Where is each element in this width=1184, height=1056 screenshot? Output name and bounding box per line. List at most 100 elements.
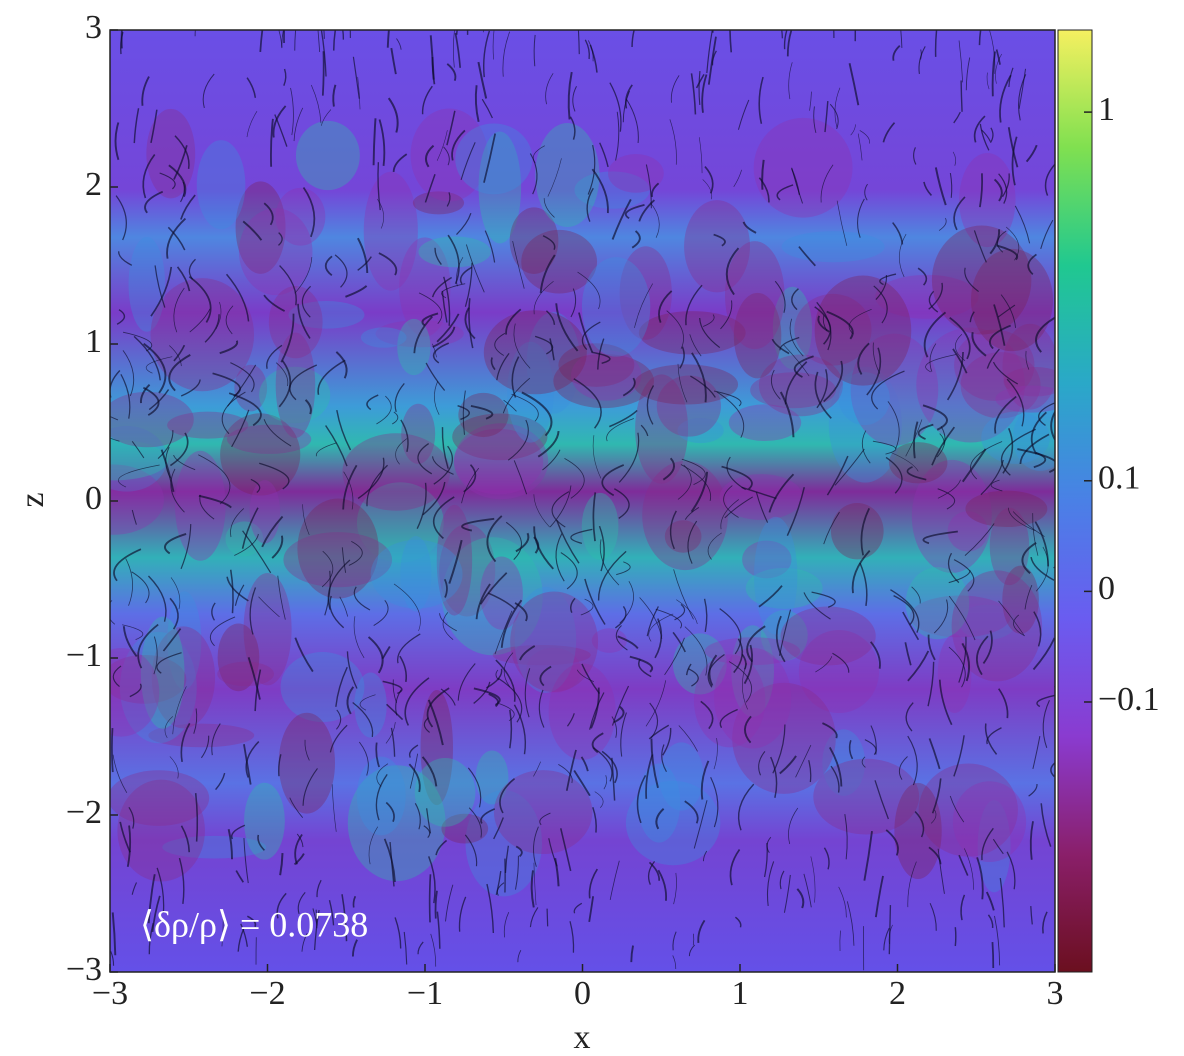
field-streak xyxy=(474,85,480,123)
field-streak xyxy=(445,884,454,922)
field-streak xyxy=(569,116,576,140)
field-blob xyxy=(745,567,823,609)
field-streak xyxy=(457,663,476,701)
field-streak xyxy=(986,72,990,90)
field-blob xyxy=(888,442,948,484)
field-streak xyxy=(698,137,703,174)
field-streak xyxy=(372,118,377,166)
field-streak xyxy=(293,107,304,142)
field-streak xyxy=(168,354,191,392)
field-streak xyxy=(741,653,747,670)
field-streak xyxy=(234,584,245,606)
field-streak xyxy=(645,164,652,209)
field-streak xyxy=(816,369,828,409)
field-streak xyxy=(290,87,294,136)
field-streak xyxy=(332,30,337,51)
field-streak xyxy=(979,123,990,151)
field-streak xyxy=(783,344,810,377)
field-streak xyxy=(928,738,941,770)
field-streak xyxy=(502,377,531,414)
field-streak xyxy=(515,855,519,890)
field-streak xyxy=(225,273,250,322)
field-streak xyxy=(611,198,632,240)
field-streak xyxy=(922,530,958,545)
field-streak xyxy=(664,637,685,676)
field-streak xyxy=(247,657,261,700)
field-streak xyxy=(936,426,946,458)
field-streak xyxy=(194,793,199,842)
field-streak xyxy=(455,30,458,35)
field-streak xyxy=(515,845,523,858)
field-streak xyxy=(870,641,881,669)
field-streak xyxy=(120,374,131,419)
field-streak xyxy=(885,456,903,494)
field-streak xyxy=(861,756,866,768)
field-streak xyxy=(662,457,676,481)
field-streak xyxy=(590,687,600,729)
field-streak xyxy=(939,433,945,445)
field-blob xyxy=(781,231,885,263)
field-streak xyxy=(551,491,570,528)
field-streak xyxy=(320,109,332,126)
field-streak xyxy=(1032,513,1039,556)
field-streak xyxy=(513,323,531,369)
field-streak xyxy=(151,895,161,933)
field-streak xyxy=(200,735,210,759)
field-streak xyxy=(394,917,402,949)
field-streak xyxy=(710,776,719,828)
field-streak xyxy=(775,615,786,663)
field-streak xyxy=(180,722,191,763)
field-streak xyxy=(570,288,577,318)
field-streak xyxy=(397,633,421,664)
field-streak xyxy=(111,728,114,773)
field-streak xyxy=(494,332,506,356)
field-streak xyxy=(655,608,682,629)
field-streak xyxy=(446,110,456,146)
field-streak xyxy=(645,680,667,727)
field-streak xyxy=(461,517,495,532)
field-blob xyxy=(830,502,884,560)
field-streak xyxy=(494,610,513,655)
field-blob xyxy=(399,237,451,337)
field-blob xyxy=(275,332,316,439)
field-streak xyxy=(567,71,573,120)
field-streak xyxy=(492,30,495,60)
field-streak xyxy=(487,592,516,610)
field-streak xyxy=(606,418,634,442)
field-streak xyxy=(495,659,516,702)
field-streak xyxy=(173,454,196,471)
field-streak xyxy=(150,266,173,317)
field-streak xyxy=(394,383,405,413)
field-streak xyxy=(378,252,398,276)
field-streak xyxy=(826,310,854,340)
field-blob xyxy=(167,591,202,690)
field-streak xyxy=(661,744,667,773)
field-streak xyxy=(391,411,399,425)
field-streak xyxy=(227,828,233,860)
field-streak xyxy=(758,177,770,203)
field-streak xyxy=(846,901,855,946)
field-streak xyxy=(949,317,971,360)
field-streak xyxy=(366,394,379,411)
field-blob xyxy=(150,278,255,392)
field-streak xyxy=(110,951,115,966)
field-streak xyxy=(734,916,742,928)
field-streak xyxy=(720,300,733,330)
field-streak xyxy=(1036,694,1055,708)
field-streak xyxy=(447,234,460,285)
field-blob xyxy=(510,591,599,693)
field-streak xyxy=(443,146,450,166)
field-streak xyxy=(120,30,123,49)
field-streak xyxy=(301,285,312,318)
field-streak xyxy=(515,532,530,553)
field-blob xyxy=(370,539,463,609)
field-streak xyxy=(591,732,604,754)
field-streak xyxy=(566,713,575,727)
field-streak xyxy=(885,829,899,856)
field-streak xyxy=(687,668,699,687)
field-background xyxy=(110,30,1055,972)
field-streak xyxy=(788,62,793,100)
field-streak xyxy=(278,754,282,777)
field-streak xyxy=(421,756,438,787)
field-streak xyxy=(743,644,753,685)
